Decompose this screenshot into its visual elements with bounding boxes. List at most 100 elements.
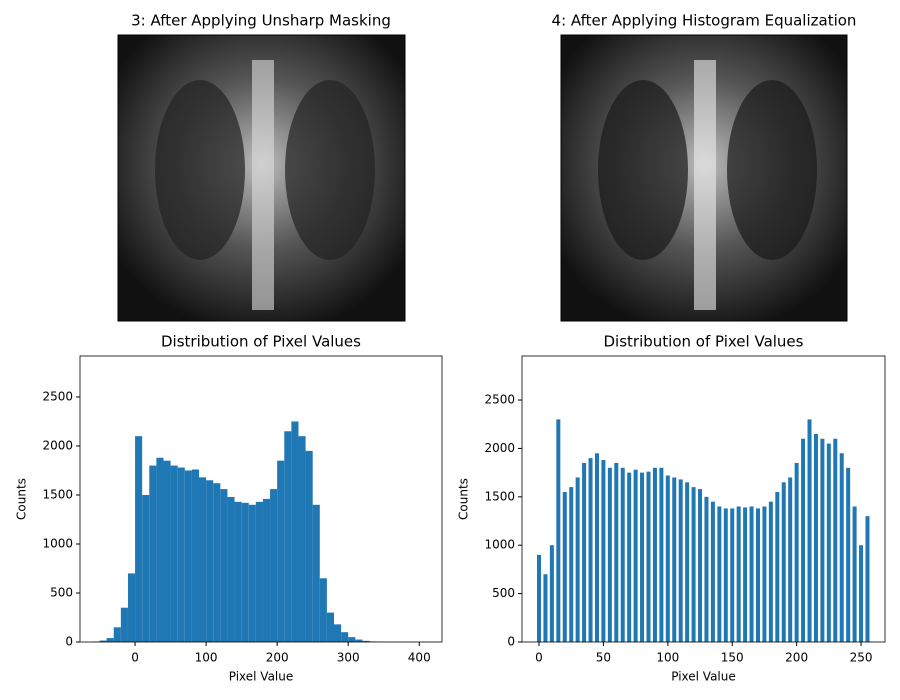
bar (762, 506, 767, 642)
histogram-bar (241, 502, 249, 642)
lung-shape (155, 80, 245, 260)
bar (820, 438, 825, 642)
x-tick-label: 200 (266, 651, 289, 665)
bar (768, 501, 773, 642)
bar (723, 508, 728, 642)
bar (755, 508, 760, 642)
bar (807, 419, 812, 642)
histogram-bar (248, 504, 256, 642)
histogram-bar (298, 436, 306, 642)
x-tick-label: 50 (596, 651, 611, 665)
bar (678, 479, 683, 642)
bar (607, 467, 612, 642)
histogram-bar (334, 624, 342, 642)
lung-shape (727, 80, 817, 260)
y-tick-label: 2000 (42, 438, 73, 452)
histogram-bar (305, 450, 313, 642)
histogram-bar (319, 578, 327, 642)
bar (652, 467, 657, 642)
y-tick-label: 2500 (42, 389, 73, 403)
histogram-bar (163, 460, 171, 642)
histogram-bar (312, 504, 320, 642)
bar (826, 443, 831, 642)
histogram-bar (341, 632, 349, 642)
bar (749, 506, 754, 642)
histogram-bar (106, 638, 114, 642)
histogram-bar (326, 612, 335, 642)
chart-title: Distribution of Pixel Values (161, 333, 361, 351)
y-tick-label: 0 (65, 635, 73, 649)
bar (640, 472, 645, 642)
histogram-bar (227, 496, 235, 642)
y-axis-label: Counts (15, 478, 29, 520)
histogram-bar (362, 640, 370, 642)
bar (813, 433, 818, 642)
y-tick-label: 1000 (484, 538, 515, 552)
histogram-bar (262, 498, 271, 642)
x-tick-label: 0 (131, 651, 139, 665)
x-tick-label: 0 (535, 651, 543, 665)
bar (614, 462, 619, 642)
axes-frame (79, 355, 443, 643)
histogram-bar (355, 639, 363, 642)
bar (672, 477, 677, 642)
axes-frame (521, 355, 886, 643)
y-tick-label: 1500 (42, 487, 73, 501)
y-tick-label: 2500 (484, 393, 515, 407)
histogram-bar (284, 431, 292, 642)
histogram-bar (113, 627, 121, 642)
bar (633, 469, 638, 642)
bar (562, 491, 567, 642)
histogram-bar (277, 460, 285, 642)
lung-shape (598, 80, 688, 260)
histogram-bar (99, 640, 107, 642)
bar (582, 462, 587, 642)
y-tick-label: 500 (492, 586, 515, 600)
y-tick-label: 2000 (484, 441, 515, 455)
histogram-bar (127, 573, 136, 642)
x-axis-label: Pixel Value (671, 670, 736, 684)
bar (730, 508, 735, 642)
bar (601, 460, 606, 642)
histogram-bar (206, 480, 214, 642)
bar (846, 467, 851, 642)
histogram-bar (191, 469, 200, 642)
histogram-bar (170, 465, 178, 642)
y-tick-label: 1500 (484, 489, 515, 503)
x-tick-label: 100 (195, 651, 218, 665)
bar (852, 506, 857, 642)
bar (575, 477, 580, 642)
bar (594, 453, 599, 642)
y-tick-label: 0 (507, 635, 515, 649)
bar (588, 458, 593, 642)
histogram-bar (156, 457, 164, 642)
lung-shape (285, 80, 375, 260)
chart-title: Distribution of Pixel Values (604, 333, 804, 351)
bar (788, 477, 793, 642)
histogram-bar (220, 489, 228, 642)
bar (659, 467, 664, 642)
bar (569, 487, 574, 642)
histogram-bar (184, 470, 192, 642)
histogram-bar (120, 607, 128, 642)
bar (549, 545, 554, 642)
image-title: 4: After Applying Histogram Equalization (552, 12, 857, 30)
bar (556, 419, 561, 642)
bar (736, 506, 741, 642)
histogram-bar (177, 467, 185, 642)
bar (537, 554, 542, 642)
bar (775, 491, 780, 642)
y-tick-label: 500 (50, 585, 73, 599)
histogram-bar (291, 421, 299, 642)
bar (859, 545, 864, 642)
y-tick-label: 1000 (42, 536, 73, 550)
bar (691, 487, 696, 642)
image-panel: 4: After Applying Histogram Equalization (552, 12, 857, 322)
bar (781, 482, 786, 642)
bar (839, 453, 844, 642)
bar (646, 471, 651, 642)
histogram-bar (213, 483, 221, 642)
bar (620, 467, 625, 642)
bar (717, 506, 722, 642)
